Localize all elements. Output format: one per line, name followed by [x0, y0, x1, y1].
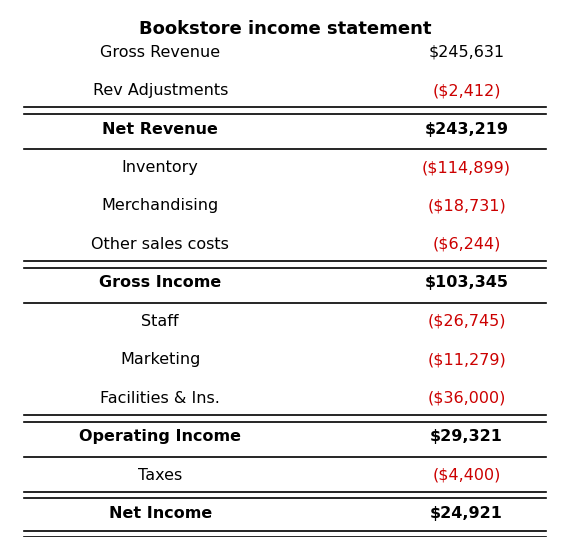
Text: Rev Adjustments: Rev Adjustments [92, 83, 228, 98]
Text: Bookstore income statement: Bookstore income statement [139, 20, 431, 38]
Text: $29,321: $29,321 [430, 429, 503, 444]
Text: Merchandising: Merchandising [101, 199, 219, 214]
Text: Gross Revenue: Gross Revenue [100, 45, 220, 60]
Text: $103,345: $103,345 [425, 275, 508, 291]
Text: ($114,899): ($114,899) [422, 160, 511, 175]
Text: $24,921: $24,921 [430, 506, 503, 521]
Text: Facilities & Ins.: Facilities & Ins. [100, 391, 220, 406]
Text: Gross Income: Gross Income [99, 275, 221, 291]
Text: Taxes: Taxes [138, 468, 182, 483]
Text: ($36,000): ($36,000) [428, 391, 506, 406]
Text: ($4,400): ($4,400) [432, 468, 500, 483]
Text: ($11,279): ($11,279) [427, 352, 506, 367]
Text: Operating Income: Operating Income [79, 429, 241, 444]
Text: ($6,244): ($6,244) [432, 237, 500, 252]
Text: Net Income: Net Income [109, 506, 212, 521]
Text: Inventory: Inventory [122, 160, 199, 175]
Text: $243,219: $243,219 [425, 121, 508, 136]
Text: $245,631: $245,631 [429, 45, 504, 60]
Text: Staff: Staff [141, 314, 179, 329]
Text: ($2,412): ($2,412) [432, 83, 501, 98]
Text: Other sales costs: Other sales costs [91, 237, 229, 252]
Text: Net Revenue: Net Revenue [102, 121, 218, 136]
Text: ($26,745): ($26,745) [428, 314, 506, 329]
Text: ($18,731): ($18,731) [427, 199, 506, 214]
Text: Marketing: Marketing [120, 352, 201, 367]
